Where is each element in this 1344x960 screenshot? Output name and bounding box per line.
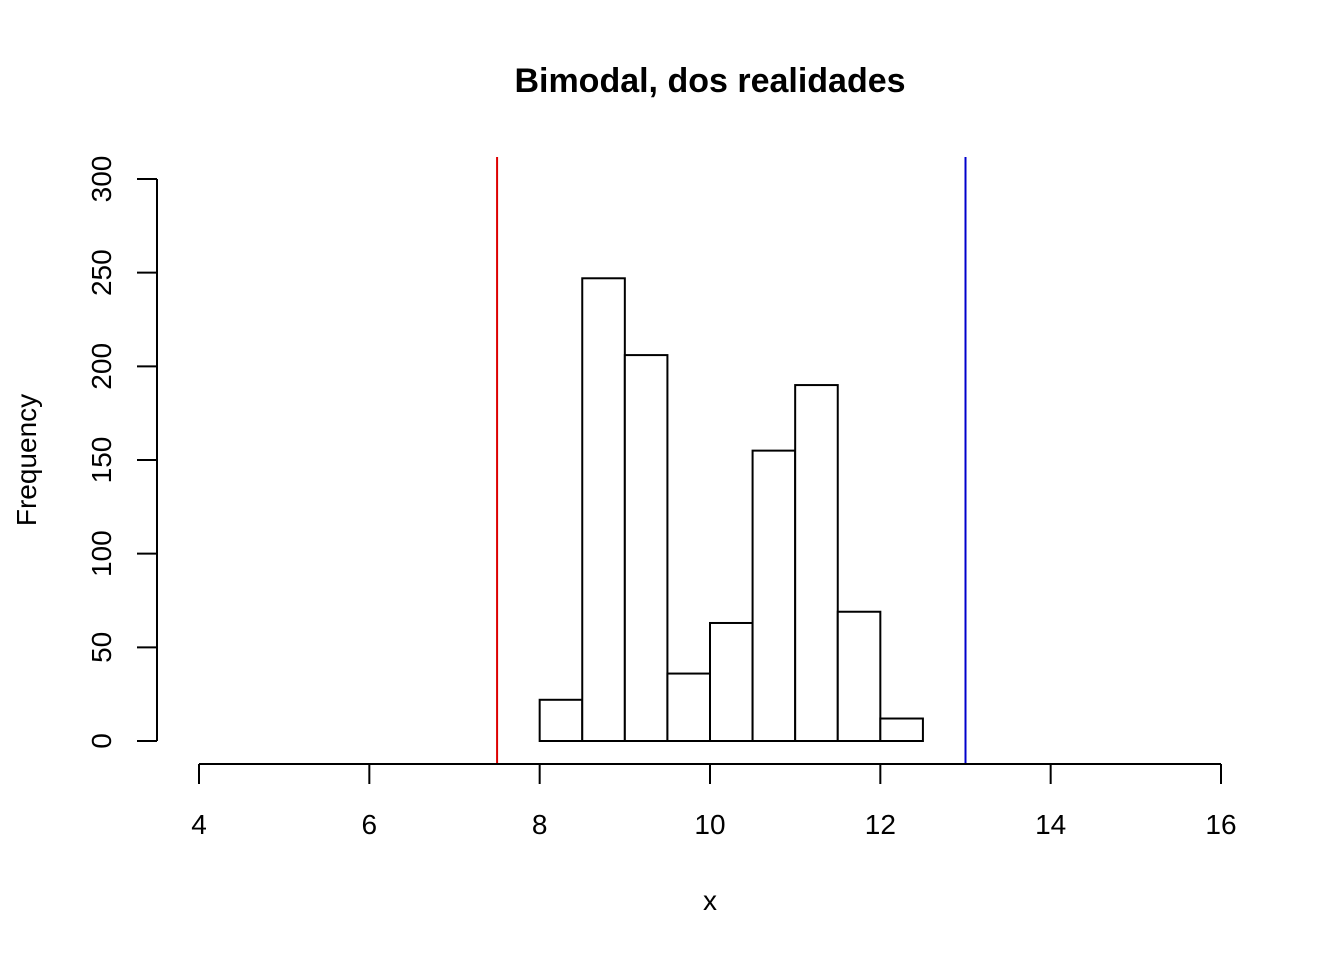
histogram-bar-8 bbox=[836, 610, 882, 742]
y-tick-label: 0 bbox=[86, 733, 117, 749]
x-tick-label: 10 bbox=[694, 809, 725, 840]
histogram-bar-1 bbox=[538, 698, 584, 743]
y-tick-label: 300 bbox=[86, 156, 117, 203]
y-tick-label: 250 bbox=[86, 249, 117, 296]
y-tick-label: 50 bbox=[86, 632, 117, 663]
bars-layer bbox=[538, 277, 924, 743]
histogram-bar-7 bbox=[794, 384, 839, 742]
x-tick-label: 12 bbox=[865, 809, 896, 840]
x-tick-label: 6 bbox=[362, 809, 378, 840]
x-tick-label: 14 bbox=[1035, 809, 1066, 840]
chart-title: Bimodal, dos realidades bbox=[514, 62, 905, 100]
x-tick-label: 8 bbox=[532, 809, 548, 840]
histogram-bar-6 bbox=[751, 449, 797, 742]
histogram-bar-2 bbox=[581, 277, 626, 742]
y-tick-label: 150 bbox=[86, 437, 117, 484]
x-tick-label: 4 bbox=[191, 809, 207, 840]
histogram-bar-9 bbox=[879, 717, 924, 743]
y-tick-label: 200 bbox=[86, 343, 117, 390]
x-axis-label: x bbox=[703, 885, 717, 916]
x-tick-label: 16 bbox=[1205, 809, 1236, 840]
y-tick-label: 100 bbox=[86, 530, 117, 577]
histogram-bar-4 bbox=[666, 672, 712, 742]
reference-lines-layer bbox=[496, 157, 967, 764]
y-axis: 0 50 100 150 200 250 300 bbox=[86, 156, 158, 749]
x-axis: 4 6 8 10 12 14 16 bbox=[191, 763, 1237, 840]
histogram-bar-3 bbox=[623, 354, 669, 742]
y-axis-label: Frequency bbox=[11, 394, 42, 526]
histogram-bar-5 bbox=[709, 621, 754, 742]
